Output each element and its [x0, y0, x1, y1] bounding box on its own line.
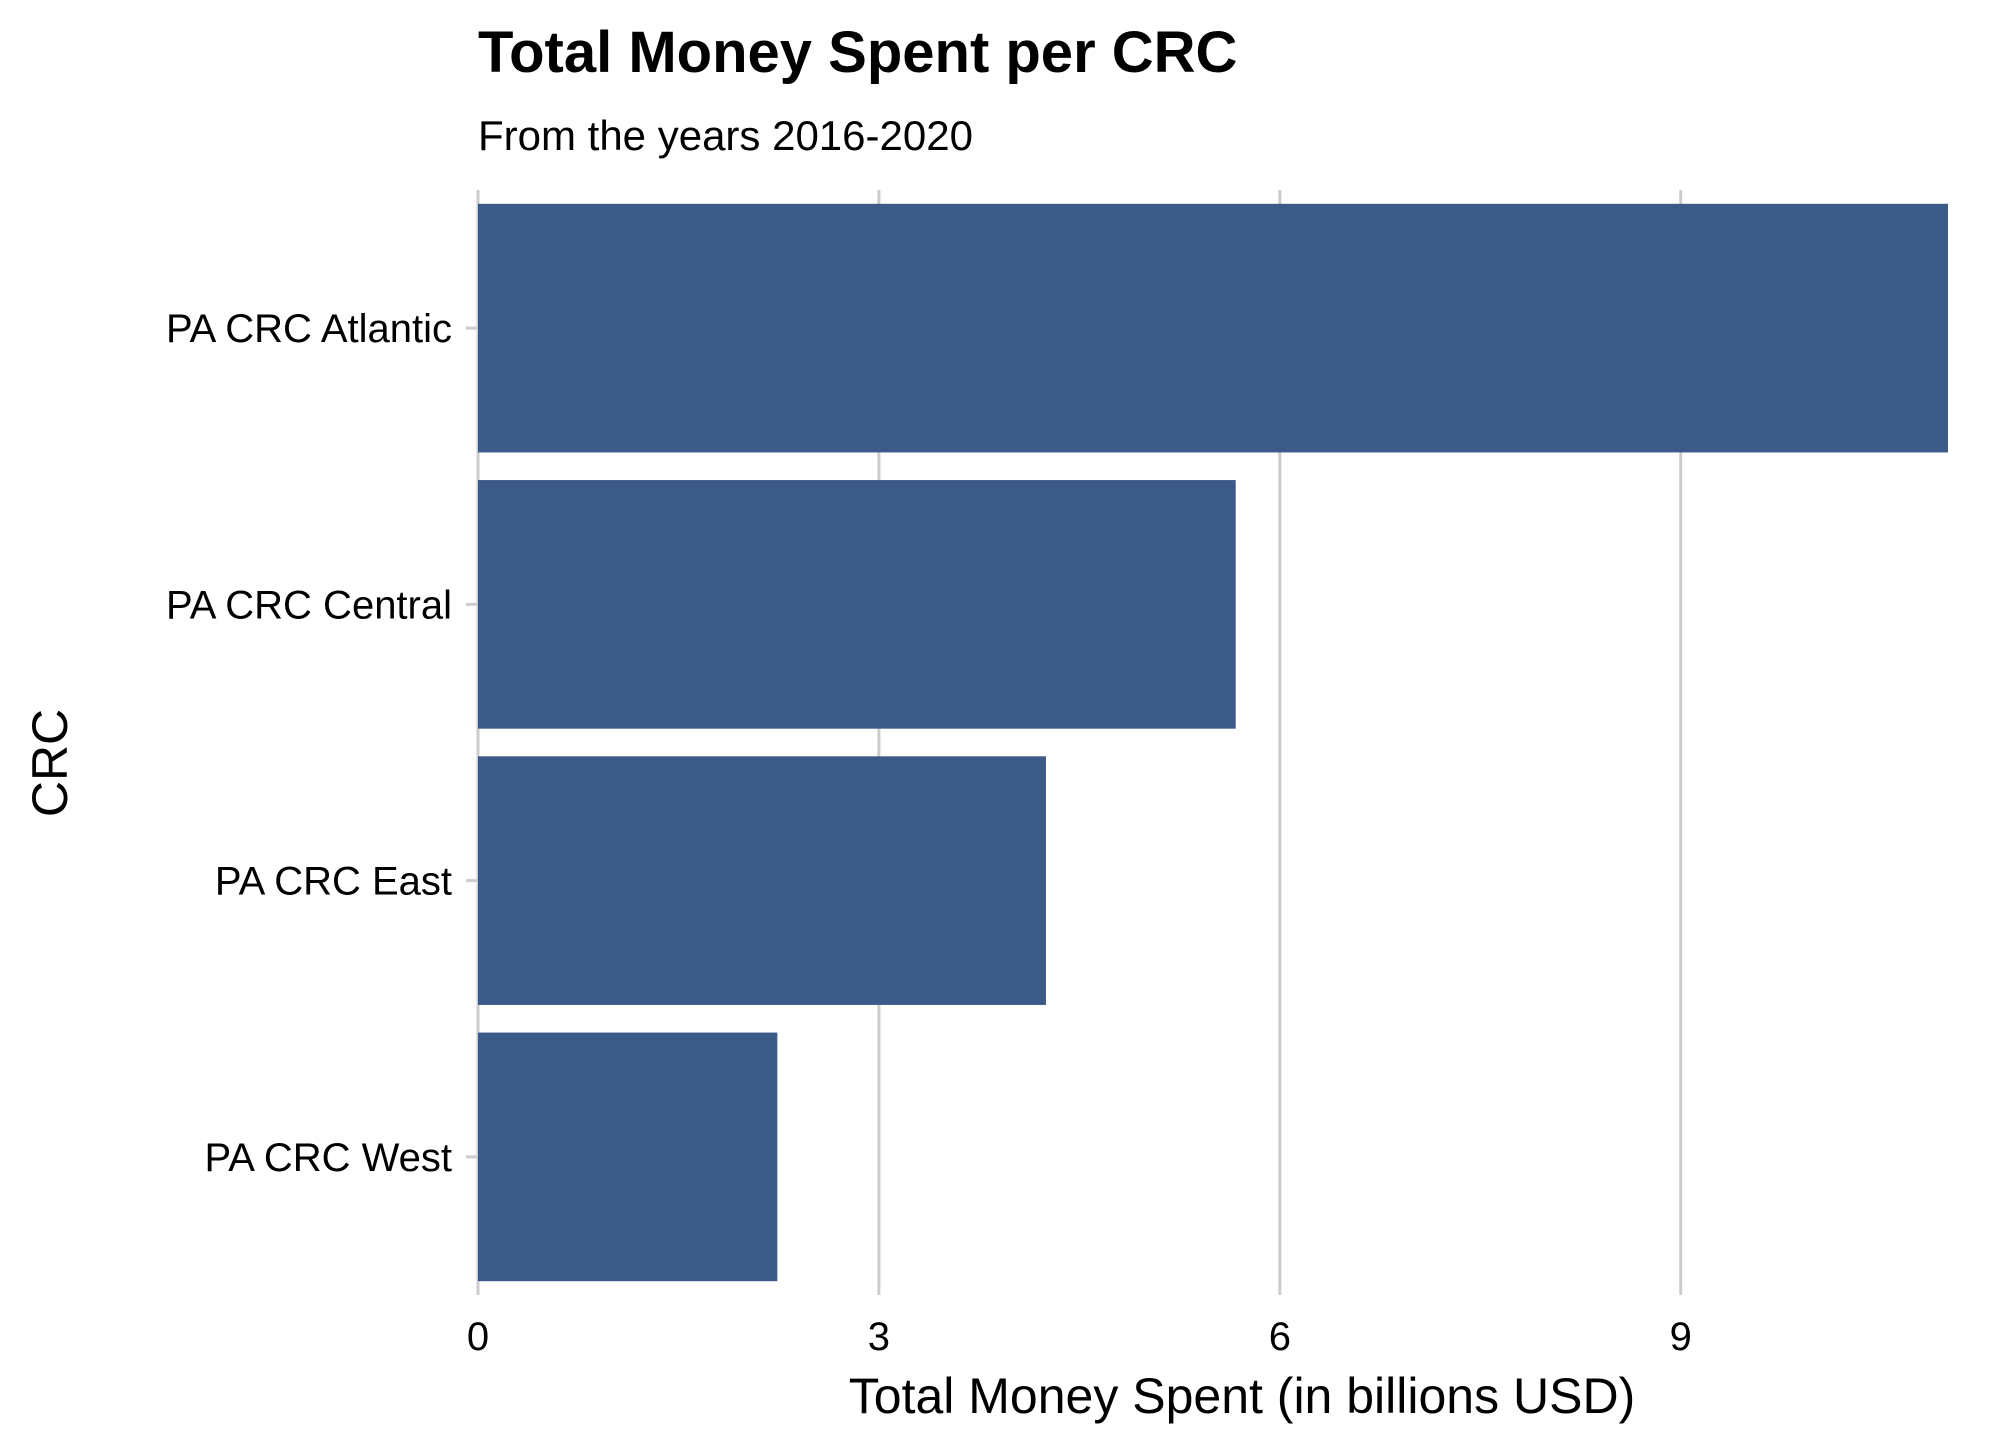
y-tick-label: PA CRC East	[215, 860, 452, 904]
bar-pa-crc-east	[478, 756, 1046, 1005]
x-tick-label: 6	[1269, 1315, 1291, 1359]
x-axis-title: Total Money Spent (in billions USD)	[849, 1368, 1635, 1424]
x-tick-label: 3	[868, 1315, 890, 1359]
y-axis-title: CRC	[22, 709, 78, 817]
y-axis: PA CRC Atlantic PA CRC Central PA CRC East…	[166, 307, 478, 1180]
x-tick-label: 9	[1670, 1315, 1692, 1359]
chart-subtitle: From the years 2016-2020	[478, 112, 973, 159]
chart-title: Total Money Spent per CRC	[478, 20, 1237, 85]
y-tick-label: PA CRC West	[205, 1136, 452, 1180]
y-tick-label: PA CRC Atlantic	[166, 307, 452, 351]
bar-pa-crc-atlantic	[478, 203, 1948, 453]
x-tick-label: 0	[467, 1315, 489, 1359]
bar-pa-crc-west	[478, 1032, 778, 1282]
bar-pa-crc-central	[478, 480, 1236, 729]
y-tick-label: PA CRC Central	[166, 583, 452, 627]
x-axis: 0 3 6 9	[467, 1315, 1692, 1359]
bars	[478, 203, 1948, 1282]
